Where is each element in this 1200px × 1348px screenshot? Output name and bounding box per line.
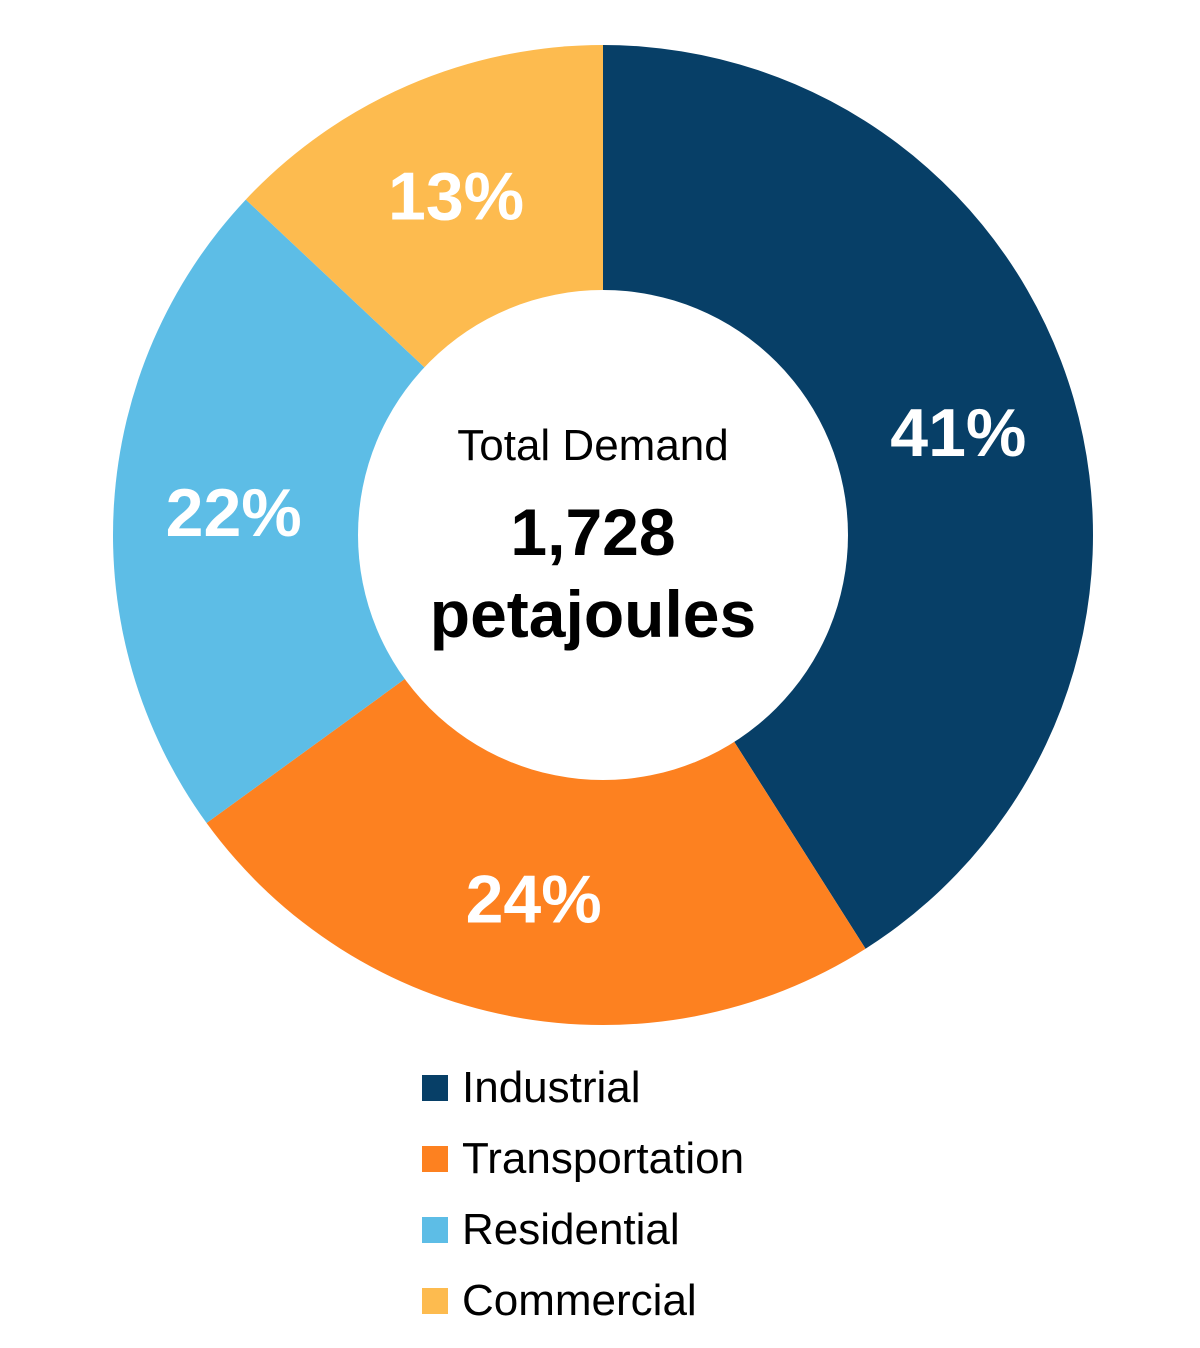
- center-title: Total Demand: [457, 421, 728, 470]
- legend-item-industrial: Industrial: [422, 1052, 744, 1123]
- legend-swatch-industrial: [422, 1074, 448, 1101]
- legend-label: Residential: [462, 1204, 680, 1254]
- legend-label: Industrial: [462, 1062, 641, 1112]
- slice-label-residential: 22%: [166, 475, 302, 551]
- slice-labels: 41% 24% 22% 13%: [166, 158, 1027, 937]
- legend-label: Transportation: [462, 1133, 745, 1183]
- donut-hole: [358, 290, 848, 780]
- center-value: 1,728: [510, 495, 675, 569]
- legend-label: Commercial: [462, 1275, 697, 1325]
- legend-swatch-transportation: [422, 1145, 448, 1172]
- legend-item-residential: Residential: [422, 1194, 744, 1265]
- legend-swatch-commercial: [422, 1287, 448, 1314]
- donut-chart: 41% 24% 22% 13% Total Demand 1,728 petajoul…: [113, 45, 1093, 1025]
- legend-item-commercial: Commercial: [422, 1265, 744, 1336]
- slice-transportation: [206, 535, 866, 1025]
- slice-label-transportation: 24%: [466, 861, 602, 937]
- slice-residential: [113, 199, 604, 824]
- slice-label-industrial: 41%: [890, 395, 1026, 471]
- slice-label-commercial: 13%: [388, 158, 524, 234]
- legend-item-transportation: Transportation: [422, 1123, 744, 1194]
- legend: Industrial Transportation Residential Co…: [422, 1052, 744, 1336]
- center-units: petajoules: [430, 577, 756, 651]
- legend-swatch-residential: [422, 1216, 448, 1243]
